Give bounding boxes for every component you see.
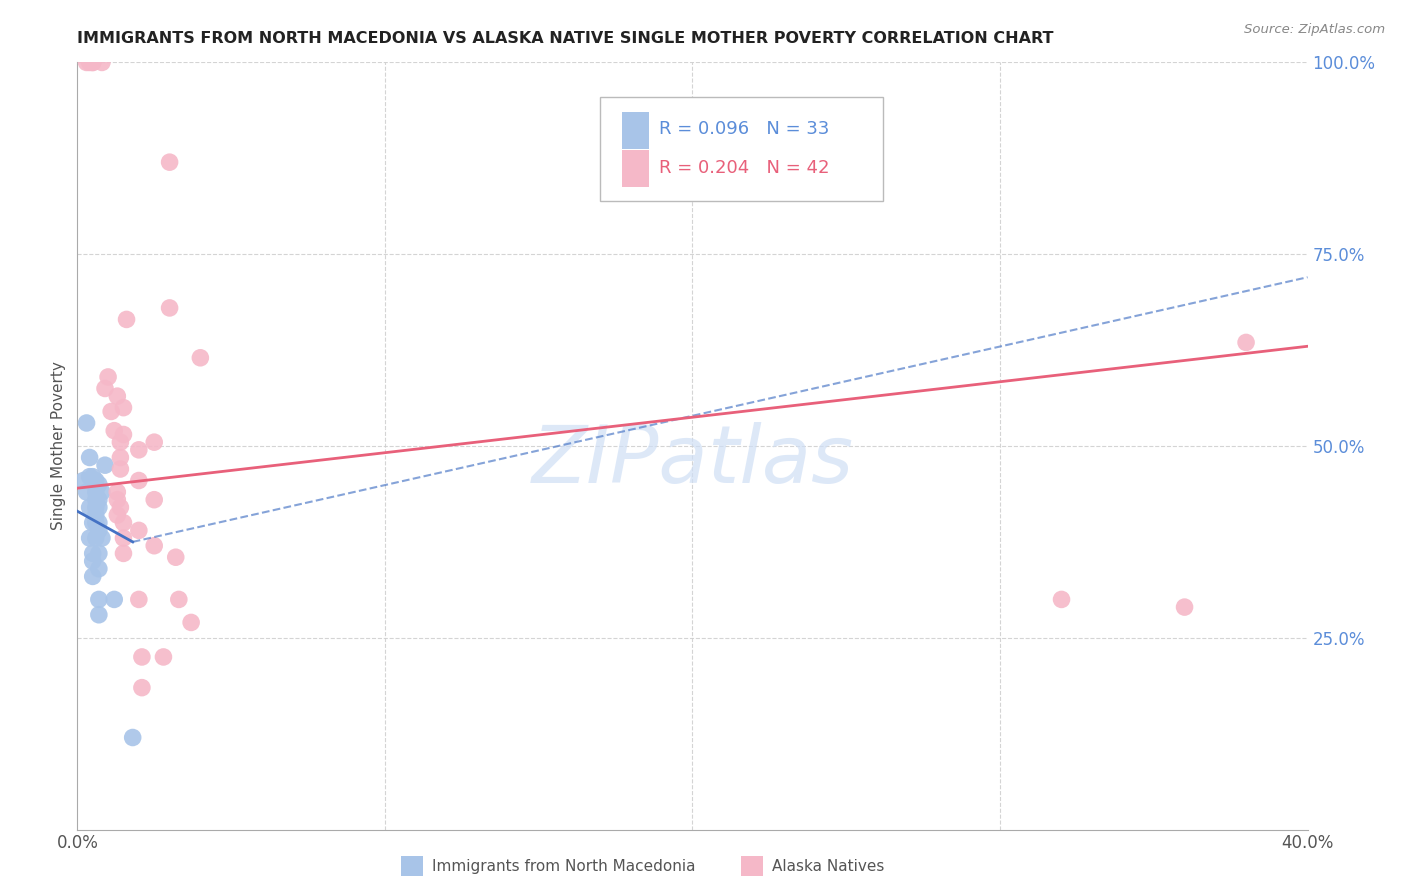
- Point: [112, 531, 135, 545]
- Point: [97, 370, 120, 384]
- Point: [79, 450, 101, 465]
- Point: [188, 351, 212, 365]
- Point: [128, 592, 150, 607]
- Point: [90, 485, 114, 500]
- Point: [79, 500, 101, 515]
- Point: [82, 546, 104, 560]
- Point: [128, 474, 150, 488]
- FancyBboxPatch shape: [623, 150, 650, 186]
- Point: [84, 485, 107, 500]
- Point: [84, 500, 107, 515]
- Point: [76, 55, 98, 70]
- Point: [72, 474, 94, 488]
- Point: [112, 427, 135, 442]
- Point: [87, 562, 110, 576]
- Point: [94, 382, 117, 396]
- Point: [143, 539, 166, 553]
- Point: [167, 592, 190, 607]
- Point: [82, 55, 104, 70]
- Point: [90, 531, 114, 545]
- Point: [1050, 592, 1073, 607]
- Point: [159, 155, 181, 169]
- Point: [105, 485, 128, 500]
- Point: [105, 389, 128, 403]
- Point: [82, 469, 104, 483]
- Point: [94, 458, 117, 473]
- Point: [84, 474, 107, 488]
- Point: [87, 477, 110, 491]
- Text: Immigrants from North Macedonia: Immigrants from North Macedonia: [432, 859, 695, 873]
- Text: ZIPatlas: ZIPatlas: [531, 422, 853, 500]
- Point: [121, 731, 143, 745]
- Point: [110, 462, 132, 476]
- Point: [82, 55, 104, 70]
- Point: [152, 649, 174, 664]
- Point: [79, 469, 101, 483]
- Point: [1174, 600, 1197, 615]
- Point: [110, 435, 132, 450]
- Point: [87, 500, 110, 515]
- Point: [103, 424, 125, 438]
- Point: [87, 546, 110, 560]
- Point: [112, 401, 135, 415]
- Point: [87, 492, 110, 507]
- Point: [110, 450, 132, 465]
- Point: [143, 492, 166, 507]
- Point: [112, 516, 135, 530]
- FancyBboxPatch shape: [623, 112, 650, 149]
- Point: [128, 442, 150, 457]
- Point: [87, 607, 110, 622]
- Point: [76, 485, 98, 500]
- FancyBboxPatch shape: [600, 97, 883, 201]
- Text: R = 0.204   N = 42: R = 0.204 N = 42: [659, 160, 830, 178]
- Point: [165, 550, 187, 565]
- Point: [87, 516, 110, 530]
- Point: [82, 569, 104, 583]
- Point: [90, 55, 114, 70]
- Point: [128, 524, 150, 538]
- Point: [115, 312, 138, 326]
- Point: [87, 524, 110, 538]
- Point: [100, 404, 122, 418]
- Point: [84, 531, 107, 545]
- Point: [180, 615, 202, 630]
- Point: [84, 492, 107, 507]
- Point: [84, 508, 107, 522]
- Point: [110, 500, 132, 515]
- Point: [79, 55, 101, 70]
- Point: [103, 592, 125, 607]
- Text: Alaska Natives: Alaska Natives: [772, 859, 884, 873]
- Point: [159, 301, 181, 315]
- Y-axis label: Single Mother Poverty: Single Mother Poverty: [51, 361, 66, 531]
- Point: [87, 592, 110, 607]
- Point: [105, 508, 128, 522]
- Point: [105, 492, 128, 507]
- Point: [84, 516, 107, 530]
- Point: [82, 554, 104, 568]
- Point: [112, 546, 135, 560]
- Text: R = 0.096   N = 33: R = 0.096 N = 33: [659, 120, 830, 138]
- Point: [131, 681, 153, 695]
- Point: [79, 531, 101, 545]
- Point: [131, 649, 153, 664]
- Text: IMMIGRANTS FROM NORTH MACEDONIA VS ALASKA NATIVE SINGLE MOTHER POVERTY CORRELATI: IMMIGRANTS FROM NORTH MACEDONIA VS ALASK…: [77, 31, 1054, 46]
- Point: [143, 435, 166, 450]
- Point: [1234, 335, 1257, 350]
- Text: Source: ZipAtlas.com: Source: ZipAtlas.com: [1244, 23, 1385, 37]
- Point: [82, 516, 104, 530]
- Point: [76, 416, 98, 430]
